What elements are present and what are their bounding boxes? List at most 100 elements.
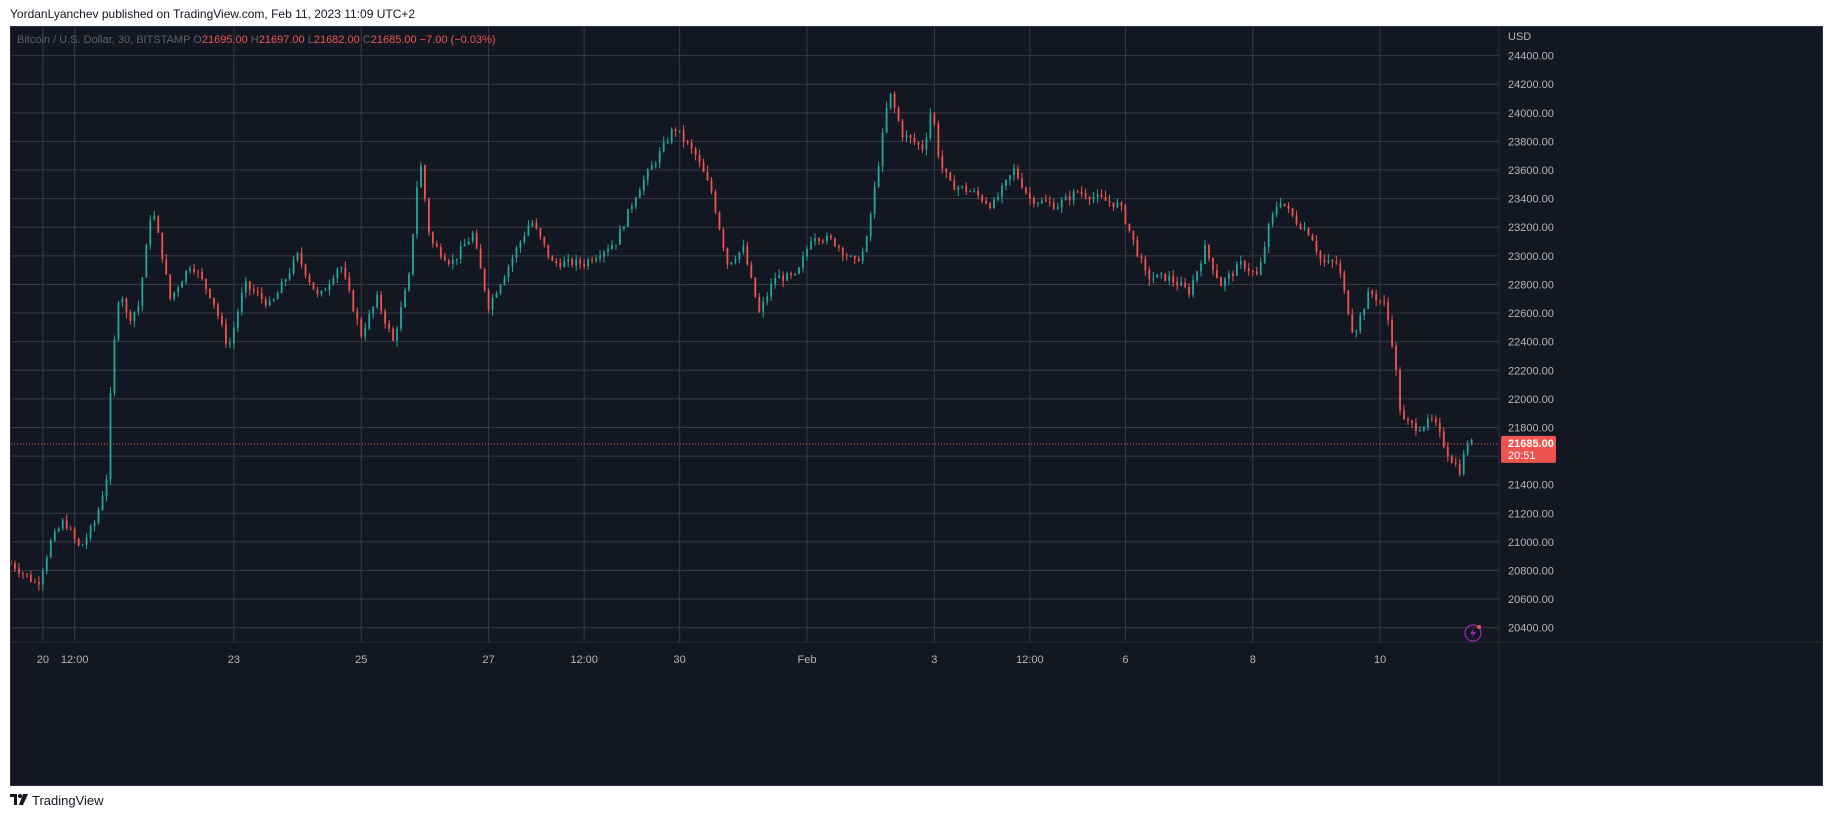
candle-body xyxy=(157,216,160,233)
candle-body xyxy=(969,191,972,193)
candle-body xyxy=(567,258,570,262)
candle-body xyxy=(185,270,188,282)
candle-body xyxy=(475,233,478,249)
y-tick-label: 21400.00 xyxy=(1508,480,1554,492)
candle-body xyxy=(1315,240,1318,252)
y-tick-label: 20800.00 xyxy=(1508,565,1554,577)
candle-body xyxy=(845,255,848,257)
y-tick-label: 22200.00 xyxy=(1508,365,1554,377)
candle-body xyxy=(885,107,888,133)
candle-body xyxy=(396,328,398,341)
candle-body xyxy=(865,236,868,252)
candle-body xyxy=(674,129,677,132)
candle-body xyxy=(802,256,804,268)
candle-body xyxy=(49,540,52,558)
candle-body xyxy=(818,238,820,241)
lightning-icon[interactable] xyxy=(1464,624,1482,642)
candle-body xyxy=(1407,419,1409,421)
candle-body xyxy=(1056,206,1059,210)
candle-body xyxy=(459,246,462,259)
candle-body xyxy=(89,526,92,538)
candle-body xyxy=(1283,203,1286,206)
candle-body xyxy=(710,180,713,192)
x-tick-label: 8 xyxy=(1250,654,1256,666)
candle-body xyxy=(1327,260,1330,263)
chart-panel[interactable]: 20400.00 20600.00 20800.00 21000.00 21200.00… xyxy=(10,26,1823,786)
candle-body xyxy=(861,251,864,262)
candle-body xyxy=(1395,345,1397,371)
candle-body xyxy=(1064,196,1067,201)
candle-body xyxy=(1291,208,1294,216)
y-tick-label: 23600.00 xyxy=(1508,165,1554,177)
candle-body xyxy=(1359,315,1362,331)
candle-body xyxy=(113,339,116,394)
candle-body xyxy=(718,212,721,230)
x-tick-label: 27 xyxy=(482,654,494,666)
candle-body xyxy=(814,238,816,242)
candle-body xyxy=(579,259,582,264)
candle-body xyxy=(913,137,916,143)
y-tick-label: 23800.00 xyxy=(1508,136,1554,148)
candle-body xyxy=(555,261,558,264)
candle-body xyxy=(603,251,605,257)
x-tick-label: 20 xyxy=(37,654,49,666)
candle-body xyxy=(296,253,299,260)
brand-name[interactable]: TradingView xyxy=(32,792,104,808)
candle-body xyxy=(587,259,590,266)
candle-body xyxy=(547,244,550,257)
candle-body xyxy=(141,277,144,307)
candle-body xyxy=(1176,282,1179,286)
candle-body xyxy=(770,284,773,297)
candle-body xyxy=(973,190,976,192)
candlestick-chart[interactable]: 20400.00 20600.00 20800.00 21000.00 21200.00… xyxy=(11,27,1822,785)
candle-body xyxy=(1084,193,1087,198)
candle-body xyxy=(806,248,808,257)
candle-body xyxy=(240,292,243,312)
candle-body xyxy=(591,259,593,262)
candle-body xyxy=(977,190,980,196)
candle-layer xyxy=(11,91,1473,591)
candle-body xyxy=(1391,320,1393,346)
candle-body xyxy=(619,228,621,245)
candle-body xyxy=(1470,439,1473,444)
candle-body xyxy=(551,256,554,262)
candle-body xyxy=(336,268,339,279)
y-tick-label: 22400.00 xyxy=(1508,337,1554,349)
candle-body xyxy=(479,248,482,269)
candle-body xyxy=(439,246,442,257)
candle-body xyxy=(1323,259,1326,263)
candle-body xyxy=(328,284,331,290)
candle-body xyxy=(320,290,323,294)
low-value: 21682.00 xyxy=(313,34,360,46)
candle-body xyxy=(1438,422,1441,432)
candle-body xyxy=(404,290,406,308)
candle-body xyxy=(654,163,657,166)
high-value: 21697.00 xyxy=(258,34,305,46)
candle-body xyxy=(1299,224,1302,229)
candle-body xyxy=(730,262,733,265)
candle-body xyxy=(690,142,693,149)
candle-body xyxy=(563,261,566,268)
candle-body xyxy=(81,544,84,546)
candle-body xyxy=(857,258,860,262)
candle-body xyxy=(105,479,108,496)
candle-body xyxy=(368,314,371,329)
candle-body xyxy=(1419,430,1421,432)
candle-body xyxy=(1343,273,1346,291)
tradingview-logo-icon[interactable] xyxy=(10,792,28,808)
candle-body xyxy=(53,531,56,541)
candle-body xyxy=(121,298,124,303)
candle-body xyxy=(961,186,964,188)
candle-body xyxy=(1371,291,1374,295)
candle-body xyxy=(889,93,892,108)
x-tick-label: 12:00 xyxy=(570,654,598,666)
candle-body xyxy=(1415,422,1417,432)
candle-body xyxy=(431,232,434,244)
candle-body xyxy=(1188,286,1190,295)
symbol-name: Bitcoin / U.S. Dollar, 30, BITSTAMP xyxy=(17,34,191,46)
candle-body xyxy=(173,292,176,299)
candle-body xyxy=(26,573,28,575)
y-tick-label: 24200.00 xyxy=(1508,79,1554,91)
candle-body xyxy=(284,279,287,282)
candle-body xyxy=(340,267,343,269)
